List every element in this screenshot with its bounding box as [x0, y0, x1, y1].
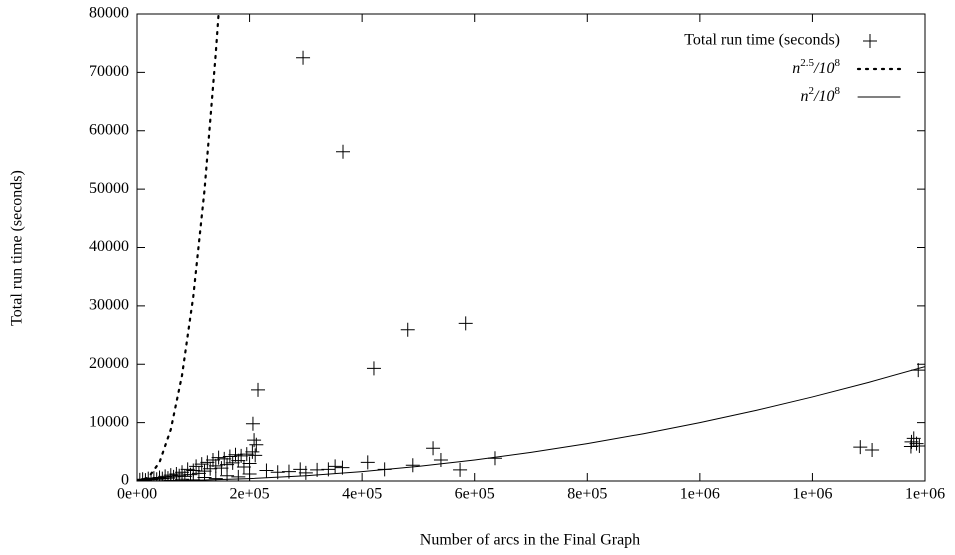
data-point	[149, 472, 164, 481]
y-tick-label: 10000	[89, 413, 129, 430]
y-tick-label: 60000	[89, 121, 129, 138]
data-point	[453, 462, 468, 477]
data-point	[865, 443, 880, 458]
y-tick-label: 30000	[89, 297, 129, 314]
y-tick-label: 70000	[89, 63, 129, 80]
data-point	[146, 471, 161, 481]
data-point	[203, 461, 218, 476]
data-point	[155, 471, 170, 481]
data-point	[194, 457, 209, 472]
data-point	[222, 449, 237, 464]
data-point	[259, 463, 274, 478]
data-point	[433, 452, 448, 467]
data-point	[405, 458, 420, 473]
data-point	[245, 416, 260, 431]
legend-label: n2/108	[801, 85, 841, 105]
data-point	[214, 461, 229, 476]
data-point	[183, 467, 198, 481]
curve	[137, 366, 925, 481]
data-point	[180, 462, 195, 477]
x-tick-label: 1e+06	[792, 486, 832, 503]
data-point	[217, 451, 232, 466]
data-point	[231, 469, 246, 481]
x-tick-label: 6e+05	[455, 486, 495, 503]
data-point	[906, 431, 921, 446]
x-tick-label: 4e+05	[342, 486, 382, 503]
data-point	[903, 439, 918, 454]
data-point	[236, 459, 251, 474]
data-point	[211, 450, 226, 465]
data-point	[298, 465, 313, 480]
data-point	[426, 441, 441, 456]
x-tick-label: 2e+05	[230, 486, 270, 503]
plot-frame	[136, 13, 926, 482]
legend-marker	[863, 34, 877, 48]
data-point	[239, 447, 254, 462]
data-point	[234, 448, 249, 463]
y-tick-label: 20000	[89, 355, 129, 372]
x-tick-label: 8e+05	[567, 486, 607, 503]
data-point	[197, 470, 212, 481]
legend-label: n2.5/108	[792, 57, 840, 77]
data-point	[248, 448, 263, 463]
y-axis-label: Total run time (seconds)	[9, 170, 26, 326]
y-tick-label: 40000	[89, 238, 129, 255]
data-point	[205, 452, 220, 467]
data-point	[293, 462, 308, 477]
data-point	[220, 468, 235, 481]
data-point	[152, 470, 167, 481]
x-tick-label: 1e+06	[680, 486, 720, 503]
x-tick-label: 0e+00	[117, 486, 157, 503]
x-tick-label: 1e+06	[905, 486, 945, 503]
x-axis-label: Number of arcs in the Final Graph	[420, 532, 640, 549]
data-point	[249, 437, 264, 452]
data-point	[191, 466, 206, 481]
data-point	[909, 436, 924, 451]
data-point	[166, 469, 181, 481]
data-point	[225, 455, 240, 470]
data-point	[336, 144, 351, 159]
data-point	[175, 472, 190, 481]
data-point	[208, 471, 223, 481]
data-point	[200, 455, 215, 470]
data-point	[208, 458, 223, 473]
data-point	[245, 444, 260, 459]
data-point	[228, 447, 243, 462]
data-point	[251, 382, 266, 397]
plot-area	[137, 14, 925, 481]
data-point	[366, 361, 381, 376]
curve	[137, 14, 220, 481]
data-point	[335, 460, 350, 475]
data-point	[328, 459, 343, 474]
data-point	[189, 459, 204, 474]
data-point	[138, 473, 153, 481]
y-tick-label: 0	[121, 472, 129, 489]
data-point	[458, 316, 473, 331]
data-point	[169, 466, 184, 481]
legend-label: Total run time (seconds)	[684, 32, 840, 49]
y-tick-label: 80000	[89, 5, 129, 22]
data-point	[296, 50, 311, 65]
data-point	[360, 455, 375, 470]
data-point	[141, 471, 156, 481]
data-point	[912, 438, 925, 453]
data-point	[853, 440, 868, 455]
data-point	[160, 471, 175, 481]
data-point	[400, 322, 415, 337]
y-tick-label: 50000	[89, 180, 129, 197]
